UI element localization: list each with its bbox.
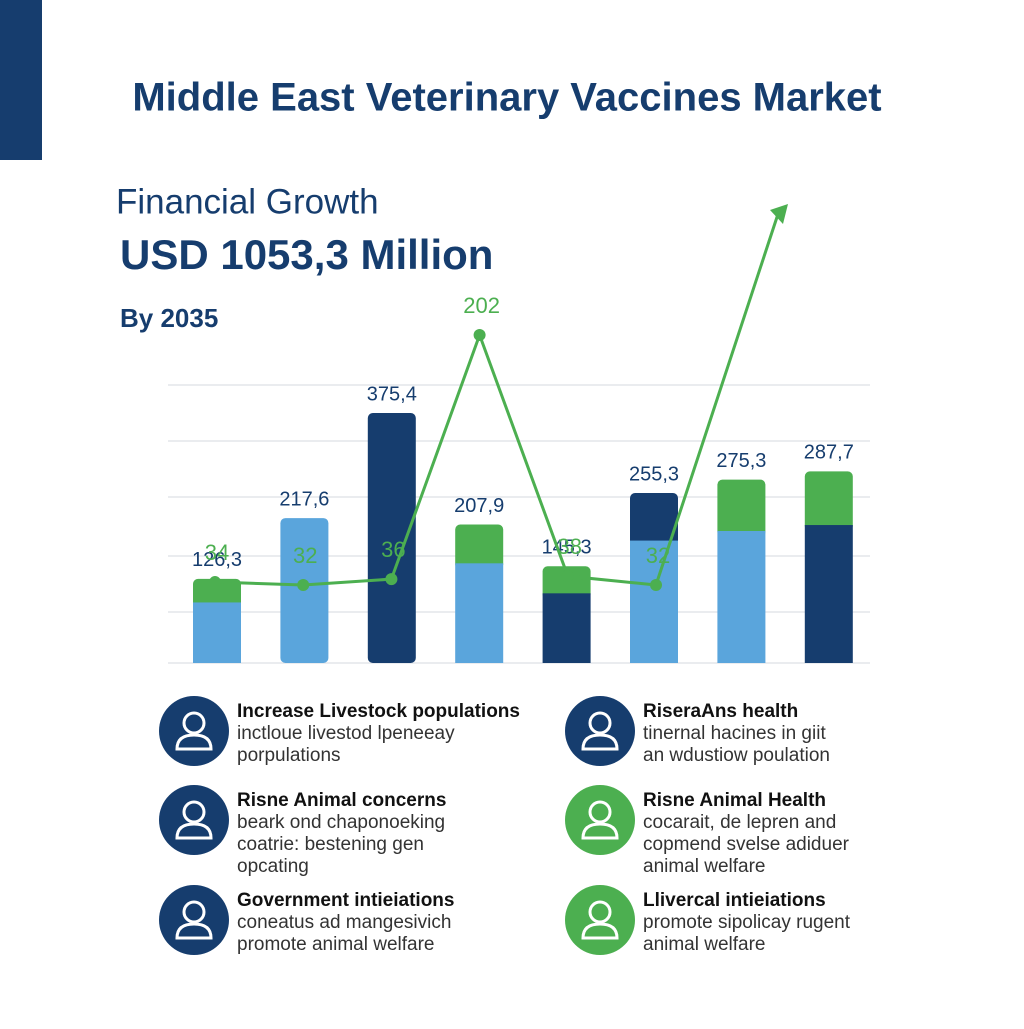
icon-body — [175, 822, 213, 840]
feature-title: RiseraAns health — [643, 701, 798, 722]
bar-body — [367, 413, 416, 663]
feature-text: inctloue livestod lpeneeay — [237, 723, 455, 744]
feature-text: copmend svelse adiduer — [643, 834, 850, 855]
bar-bottom — [193, 602, 241, 663]
icon-head — [588, 900, 612, 924]
feature-icon — [565, 885, 635, 955]
icon-head — [182, 711, 206, 735]
icon-body — [581, 922, 619, 940]
data-label: 287,7 — [804, 442, 854, 464]
feature-title: Risne Animal concerns — [237, 790, 446, 811]
icon-head — [182, 800, 206, 824]
feature-icon — [159, 696, 229, 766]
feature-text: coneatus ad mangesivich — [237, 912, 451, 933]
bar — [455, 524, 504, 663]
feature-text: coatrie: bestening gen — [237, 834, 424, 855]
bar — [193, 578, 241, 663]
bar — [367, 413, 416, 663]
feature-title: Increase Livestock populations — [237, 701, 520, 722]
bar-bottom — [630, 540, 678, 663]
bar — [804, 471, 853, 663]
note: By 2035 — [120, 303, 218, 333]
trend-label: 34 — [205, 540, 229, 565]
feature-icon — [565, 785, 635, 855]
subtitle: Financial Growth — [116, 182, 379, 221]
feature-text: tinernal hacines in giit — [643, 723, 826, 744]
data-label: 207,9 — [454, 495, 504, 517]
feature-icon — [159, 885, 229, 955]
feature-text: animal welfare — [643, 934, 766, 955]
bar-bottom — [542, 593, 591, 663]
arrow-head — [770, 204, 788, 224]
feature-icon — [159, 785, 229, 855]
feature-text: cocarait, de lepren and — [643, 812, 836, 833]
trend-point — [297, 579, 310, 591]
bar — [630, 492, 678, 663]
bar-top — [717, 479, 766, 537]
bar-top — [804, 471, 853, 532]
accent-block — [0, 0, 42, 160]
data-label: 275,3 — [716, 450, 766, 472]
feature-text: beark ond chaponoeking — [237, 812, 445, 833]
feature-title: Government intieiations — [237, 890, 454, 911]
trend-point — [209, 576, 221, 589]
feature-text: promote animal welfare — [237, 934, 434, 955]
bar-bottom — [455, 563, 504, 663]
feature-text: an wdustiow poulation — [643, 745, 830, 766]
trend-label: 32 — [646, 543, 670, 568]
feature-title: Risne Animal Health — [643, 790, 826, 811]
bar-bottom — [717, 530, 766, 663]
data-label: 375,4 — [367, 383, 417, 405]
icon-body — [581, 822, 619, 840]
trend-label: 36 — [381, 537, 405, 562]
bar-top — [542, 566, 591, 600]
trend-point — [561, 570, 574, 583]
icon-body — [175, 922, 213, 940]
trend-label: 32 — [293, 543, 317, 568]
icon-body — [175, 733, 213, 751]
trend-label: 202 — [463, 293, 500, 318]
trend-arrow — [654, 213, 780, 586]
icon-head — [588, 800, 612, 824]
trend-point — [385, 573, 398, 586]
trend-point — [650, 579, 662, 591]
bar-top — [455, 524, 504, 570]
bar — [717, 479, 766, 663]
trend-label: 38 — [558, 534, 582, 559]
data-label: 217,6 — [279, 488, 329, 510]
headline: USD 1053,3 Million — [120, 231, 493, 278]
icon-head — [182, 900, 206, 924]
bar-top — [193, 578, 241, 609]
trend-point — [473, 329, 486, 341]
chart-title: Middle East Veterinary Vaccines Market — [132, 76, 881, 120]
data-label: 126,3 — [192, 549, 242, 571]
feature-icon — [565, 696, 635, 766]
feature-title: Llivercal intieiations — [643, 890, 826, 911]
bar-top — [630, 492, 678, 547]
trend-line — [214, 330, 657, 587]
bar-bottom — [804, 525, 853, 663]
feature-text: animal welfare — [643, 856, 766, 877]
icon-head — [588, 711, 612, 735]
bar — [542, 566, 591, 663]
icon-body — [581, 733, 619, 751]
feature-text: porpulations — [237, 745, 341, 766]
data-label: 255,3 — [629, 463, 679, 485]
feature-text: opcating — [237, 856, 309, 877]
feature-text: promote sipolicay rugent — [643, 912, 851, 933]
